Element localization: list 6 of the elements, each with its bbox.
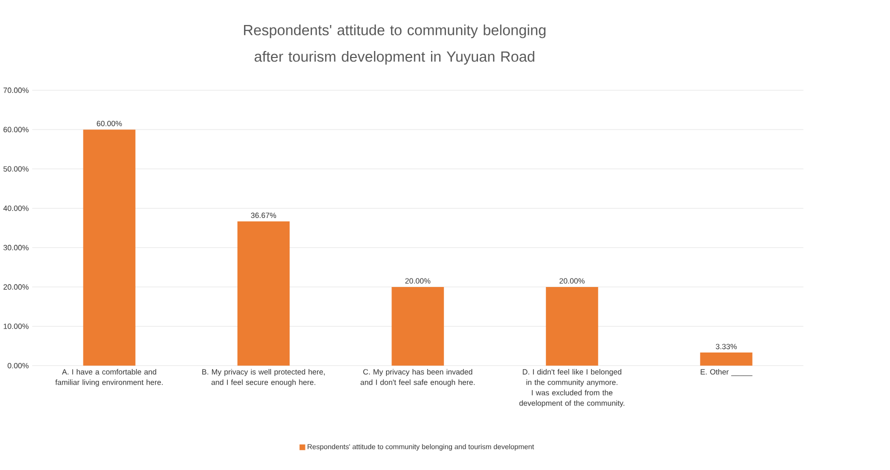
bar (700, 352, 752, 366)
bar (83, 130, 136, 366)
bar (392, 286, 444, 366)
bar (546, 286, 598, 366)
bar (237, 221, 290, 366)
chart-title: Respondents' attitude to community belonging after tourism development in Yuyuan Road (244, 24, 546, 65)
